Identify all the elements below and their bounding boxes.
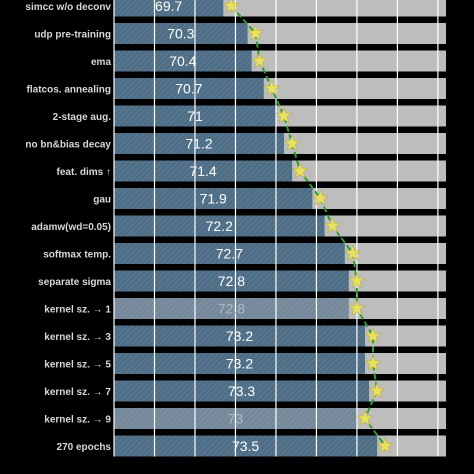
value-label: 70.4 xyxy=(169,53,196,69)
bar xyxy=(114,270,349,292)
value-label: 71 xyxy=(187,108,203,124)
category-label: gau xyxy=(93,195,111,206)
value-label: 73.3 xyxy=(228,383,255,399)
value-label: 71.9 xyxy=(200,191,227,207)
category-label: kernel sz. → 5 xyxy=(44,360,111,371)
value-label: 72.2 xyxy=(206,218,233,234)
value-label: 70.7 xyxy=(175,81,202,97)
star-marker xyxy=(376,437,394,454)
star-marker xyxy=(291,162,309,179)
star-marker xyxy=(356,409,374,426)
bars xyxy=(114,0,378,457)
line-series xyxy=(222,0,394,454)
value-label: 72.8 xyxy=(218,301,245,317)
bar xyxy=(114,188,313,209)
category-label: kernel sz. → 9 xyxy=(44,415,111,426)
value-label: 71.2 xyxy=(185,136,212,152)
category-label: adamw(wd=0.05) xyxy=(31,222,111,233)
bar xyxy=(114,50,252,72)
bar xyxy=(114,160,293,182)
star-marker xyxy=(348,299,366,316)
value-label: 73.2 xyxy=(226,356,253,372)
category-label: 2-stage aug. xyxy=(53,112,112,123)
category-labels: simcc w/o deconv udp pre-training ema flatc… xyxy=(25,2,111,453)
category-label: no bn&bias decay xyxy=(25,140,111,151)
bar xyxy=(114,435,378,457)
value-label: 70.3 xyxy=(167,26,194,42)
bar xyxy=(114,78,264,99)
star-marker xyxy=(251,52,269,69)
bar xyxy=(114,23,248,44)
bar xyxy=(114,325,366,347)
star-marker xyxy=(364,354,382,371)
bar xyxy=(114,243,345,264)
category-label: 270 epochs xyxy=(57,442,112,453)
star-marker xyxy=(263,79,281,96)
star-marker xyxy=(364,327,382,344)
star-marker xyxy=(311,189,329,206)
category-label: kernel sz. → 7 xyxy=(44,387,111,398)
bar xyxy=(114,215,325,237)
gridlines xyxy=(113,0,439,457)
value-label: 73.5 xyxy=(232,438,259,454)
star-marker xyxy=(222,0,240,14)
value-label: 71.4 xyxy=(189,163,216,179)
bar xyxy=(114,380,370,402)
value-label: 72.7 xyxy=(216,246,243,262)
category-label: simcc w/o deconv xyxy=(25,2,111,13)
category-label: kernel sz. → 1 xyxy=(44,305,111,316)
value-label: 72.8 xyxy=(218,273,245,289)
value-labels: 69.7 70.3 70.4 70.7 71 71.2 71.4 71.9 72.2 72.7 72… xyxy=(155,0,259,454)
category-label: udp pre-training xyxy=(34,30,111,41)
category-label: flatcos. annealing xyxy=(27,85,111,96)
star-marker xyxy=(324,217,341,234)
bar xyxy=(114,0,224,17)
category-label: ema xyxy=(91,57,111,68)
category-label: softmax temp. xyxy=(43,250,111,261)
star-marker xyxy=(344,244,362,261)
bar xyxy=(114,133,285,154)
star-marker xyxy=(348,272,366,289)
bar xyxy=(114,298,349,319)
bar xyxy=(114,353,366,374)
category-label: separate sigma xyxy=(38,277,111,288)
value-label: 73.2 xyxy=(226,328,253,344)
value-label: 69.7 xyxy=(155,0,182,14)
star-marker xyxy=(275,107,293,124)
category-label: kernel sz. → 3 xyxy=(44,332,111,343)
category-label: feat. dims ↑ xyxy=(57,167,111,178)
star-marker xyxy=(283,134,301,151)
star-marker xyxy=(247,24,265,41)
value-label: 73 xyxy=(228,411,244,427)
star-marker xyxy=(368,382,386,399)
